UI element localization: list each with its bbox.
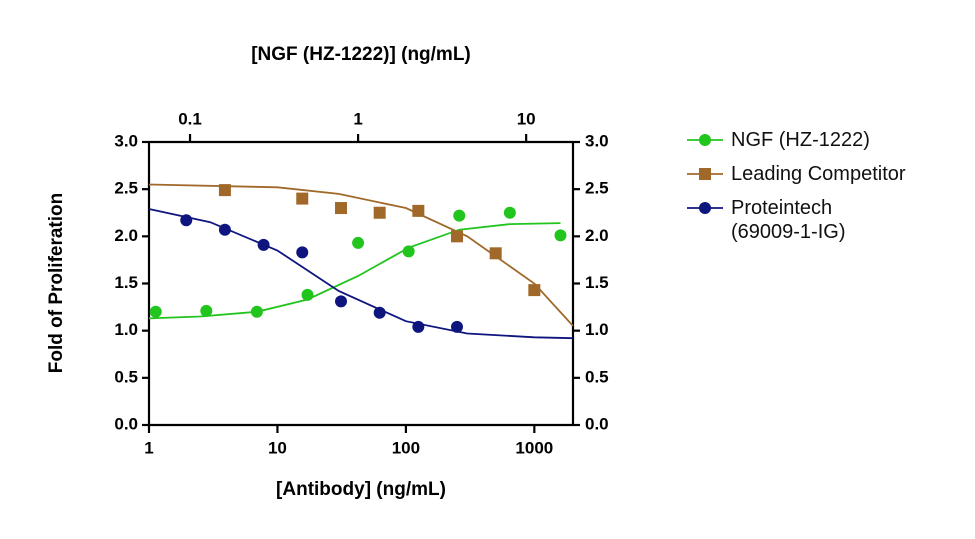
legend-symbol [687, 168, 723, 180]
fit-curve [148, 222, 561, 320]
data-point [412, 204, 425, 217]
x2-tick-label: 10 [517, 109, 536, 128]
y2-tick-label: 2.0 [585, 226, 609, 245]
y-tick-label: 2.0 [114, 226, 138, 245]
data-point [453, 209, 466, 222]
data-point [218, 184, 231, 197]
data-point [301, 288, 314, 301]
x2-tick-label: 1 [353, 109, 362, 128]
legend-label: NGF (HZ-1222) [731, 129, 870, 151]
data-point [296, 246, 309, 259]
data-point [554, 229, 567, 242]
x2-tick-label: 0.1 [178, 109, 202, 128]
data-point [489, 247, 502, 260]
data-point [218, 223, 231, 236]
y2-tick-label: 1.0 [585, 320, 609, 339]
data-point [257, 238, 270, 251]
legend-item: Proteintech (69009-1-IG) [685, 196, 965, 244]
data-point [373, 306, 386, 319]
y-axis-title: Fold of Proliferation [46, 193, 67, 374]
x-tick-label: 1000 [515, 438, 553, 457]
y2-tick-label: 1.5 [585, 273, 609, 292]
legend-symbol [687, 202, 723, 214]
data-point [373, 206, 386, 219]
y2-tick-label: 0.0 [585, 414, 609, 433]
data-point [335, 295, 348, 308]
data-point [200, 304, 213, 317]
data-point [352, 236, 365, 249]
legend: NGF (HZ-1222) Leading Competitor Proteinte… [685, 128, 965, 254]
data-point [503, 206, 516, 219]
y-tick-label: 1.5 [114, 273, 138, 292]
y-tick-label: 3.0 [114, 131, 138, 150]
data-point [296, 192, 309, 205]
data-point [412, 320, 425, 333]
x-tick-label: 100 [392, 438, 420, 457]
legend-marker [699, 168, 711, 180]
data-point [402, 245, 415, 258]
y-tick-label: 2.5 [114, 179, 138, 198]
data-point [250, 305, 263, 318]
data-point [149, 305, 162, 318]
y2-tick-label: 3.0 [585, 131, 609, 150]
y-tick-label: 0.0 [114, 414, 138, 433]
y2-tick-label: 0.5 [585, 367, 609, 386]
legend-marker [699, 202, 711, 214]
y-tick-label: 1.0 [114, 320, 138, 339]
y-tick-label: 0.5 [114, 367, 138, 386]
legend-item: Leading Competitor [685, 162, 965, 186]
legend-marker [699, 134, 711, 146]
x-tick-label: 1 [144, 438, 153, 457]
top-axis-title: [NGF (HZ-1222)] (ng/mL) [251, 44, 471, 65]
y2-tick-label: 2.5 [585, 179, 609, 198]
x-tick-label: 10 [268, 438, 287, 457]
data-point [451, 230, 464, 243]
legend-symbol [687, 134, 723, 146]
data-point [335, 202, 348, 215]
legend-label: Leading Competitor [731, 163, 906, 185]
legend-item: NGF (HZ-1222) [685, 128, 965, 152]
data-point [451, 320, 464, 333]
fit-curve [148, 183, 574, 327]
x-axis-title: [Antibody] (ng/mL) [276, 479, 446, 500]
data-point [180, 214, 193, 227]
data-point [528, 284, 541, 297]
legend-label: Proteintech (69009-1-IG) [731, 197, 846, 243]
